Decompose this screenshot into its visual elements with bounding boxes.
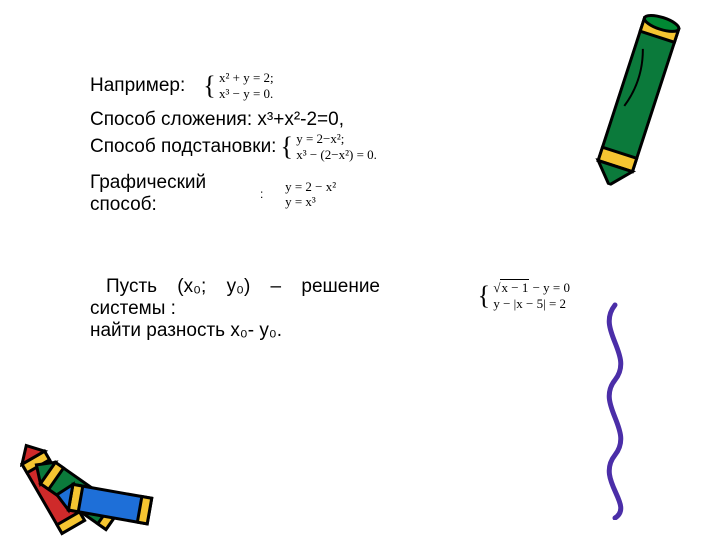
task-block: Пусть (х₀; у₀) – решение системы : найти…	[90, 276, 380, 342]
system3: { y = 2 − x² y = x³	[269, 179, 336, 210]
addition-line: Способ сложения: х³+х²-2=0,	[90, 109, 570, 131]
sys1-row1: x² + y = 2;	[219, 70, 274, 86]
substitution-label: Способ подстановки:	[90, 136, 276, 158]
sys2-row2: x³ − (2−x²) = 0.	[296, 147, 377, 163]
intro-label: Например:	[90, 75, 185, 97]
system2: { y = 2−x²; x³ − (2−x²) = 0.	[280, 131, 376, 162]
wavy-line-icon	[590, 300, 640, 520]
sys4-row2: y − |x − 5| = 2	[493, 296, 570, 312]
sys1-row2: x³ − y = 0.	[219, 86, 274, 102]
graphical-label: Графический способ:	[90, 172, 220, 216]
sys4-row1: √x − 1 − y = 0	[493, 280, 570, 296]
crayon-group-icon	[20, 410, 160, 550]
sys3-row2: y = x³	[285, 194, 336, 210]
sys2-row1: y = 2−x²;	[296, 131, 377, 147]
system4: { √x − 1 − y = 0 y − |x − 5| = 2	[478, 280, 570, 311]
sys3-row1: y = 2 − x²	[285, 179, 336, 195]
system1: { x² + y = 2; x³ − y = 0.	[203, 70, 273, 101]
crayon-green-icon	[571, 0, 709, 197]
